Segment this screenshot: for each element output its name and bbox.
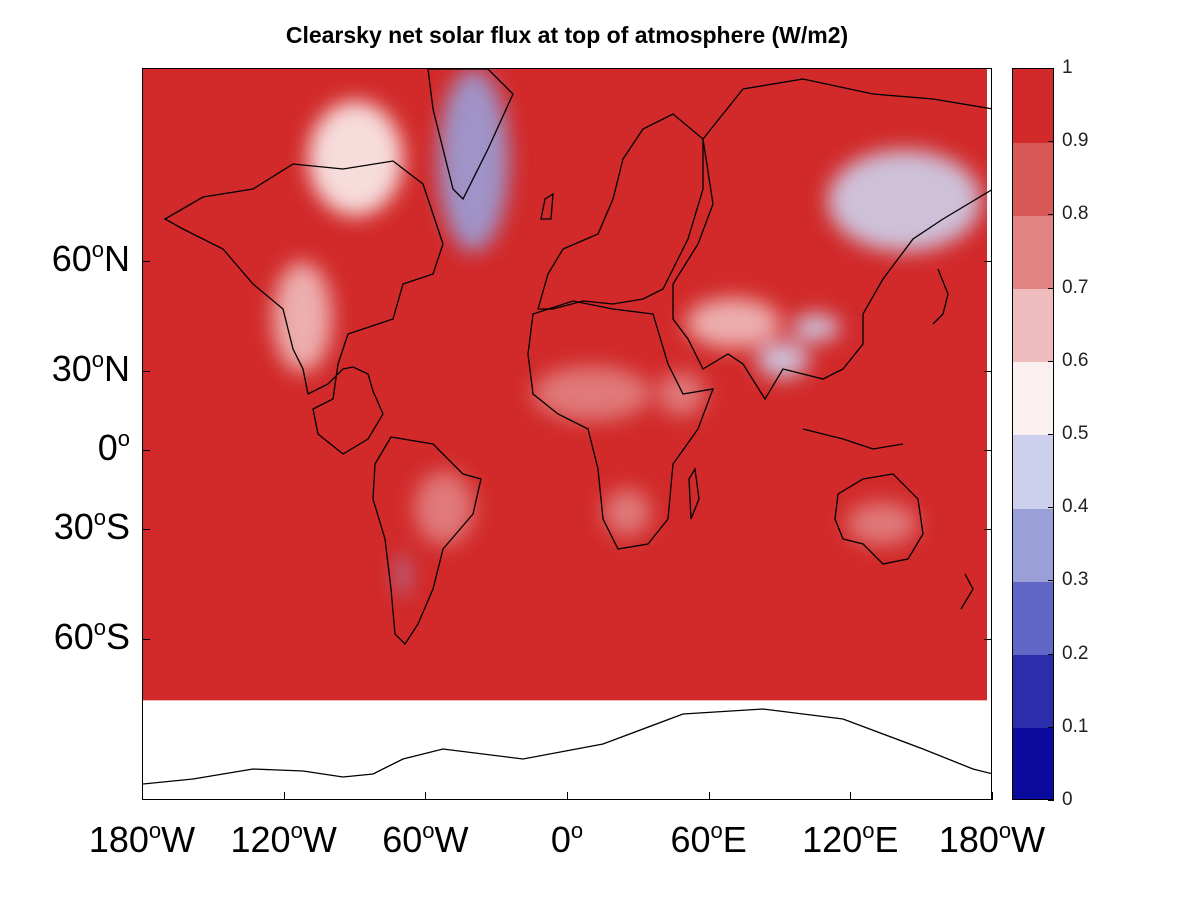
region-south-america-east (414, 471, 474, 545)
y-tick-mark (142, 639, 150, 641)
y-tick-mark (984, 639, 992, 641)
x-tick-label: 0o (550, 818, 584, 860)
colorbar-tick-label: 0.1 (1062, 715, 1089, 737)
colorbar-tick-label: 0.7 (1062, 276, 1089, 298)
region-sahara (532, 366, 651, 421)
y-tick-mark (984, 371, 992, 373)
x-tick-mark (850, 792, 852, 800)
x-tick-label: 180oW (88, 818, 196, 860)
y-tick-mark (142, 371, 150, 373)
colorbar-tick-mark (1048, 726, 1054, 728)
colorbar-tick-mark (1048, 214, 1054, 216)
x-tick-label: 180oW (938, 818, 1046, 860)
y-tick-label: 60oS (53, 615, 130, 658)
region-greenland (438, 69, 509, 252)
x-tick-label: 120oE (802, 818, 899, 860)
region-mongolia (792, 313, 840, 342)
colorbar-band (1013, 69, 1053, 143)
y-tick-label: 0o (97, 426, 130, 469)
x-tick-mark (283, 792, 285, 800)
coastline-asia (672, 78, 991, 401)
colorbar-tick-mark (1048, 653, 1054, 655)
region-southern-africa (603, 489, 651, 536)
x-tick-mark (142, 792, 143, 800)
coastline-japan (932, 268, 949, 325)
flux-map (143, 69, 991, 785)
coastline-uk (540, 192, 554, 220)
colorbar-band (1013, 654, 1053, 729)
colorbar-tick-label: 1 (1062, 57, 1073, 78)
map-area (142, 68, 992, 800)
y-tick-mark (142, 260, 150, 262)
coastline-madagascar (688, 467, 700, 520)
colorbar-tick-mark (1048, 434, 1054, 435)
region-arabia (657, 372, 705, 416)
coastline-africa (527, 300, 715, 550)
colorbar-band (1013, 142, 1053, 216)
flux-regions (272, 69, 982, 597)
colorbar-tick-label: 0.8 (1062, 203, 1089, 225)
coastline-australia (834, 473, 924, 565)
colorbar-tick-label: 0.5 (1062, 423, 1089, 444)
y-tick-mark (142, 450, 150, 452)
colorbar (1012, 68, 1054, 800)
colorbar-tick-mark (1048, 360, 1054, 362)
region-canadian-arctic (308, 101, 403, 216)
colorbar-tick-mark (1048, 141, 1054, 143)
coastline-europe (537, 113, 704, 310)
colorbar-band (1013, 288, 1053, 363)
x-tick-label: 120oW (230, 818, 337, 860)
colorbar-band (1013, 508, 1053, 582)
y-tick-mark (142, 528, 150, 530)
region-north-america-rockies (272, 261, 332, 373)
y-tick-label: 30oS (53, 504, 130, 547)
colorbar-band (1013, 435, 1053, 509)
region-central-asia (686, 297, 781, 348)
y-tick-mark (984, 528, 992, 530)
colorbar-tick-label: 0 (1062, 789, 1073, 810)
colorbar-tick-mark (1048, 580, 1054, 582)
map-title: Clearsky net solar flux at top of atmosp… (285, 22, 849, 48)
coastline-new-zealand (960, 573, 974, 610)
region-australia (846, 502, 918, 545)
colorbar-tick-mark (1048, 800, 1054, 801)
region-tibet (756, 341, 809, 378)
coastlines (143, 69, 991, 785)
colorbar-tick-mark (1048, 68, 1054, 69)
colorbar-band (1013, 581, 1053, 656)
y-tick-mark (984, 260, 992, 262)
colorbar-tick-label: 0.9 (1062, 130, 1089, 152)
colorbar-tick-label: 0.2 (1062, 642, 1089, 664)
colorbar-tick-mark (1048, 287, 1054, 289)
colorbar-band (1013, 361, 1053, 436)
colorbar-tick-label: 0.6 (1062, 349, 1089, 371)
x-tick-label: 60oE (670, 818, 747, 860)
colorbar-tick-mark (1048, 507, 1054, 509)
region-andes-south (398, 554, 408, 597)
colorbar-band (1013, 215, 1053, 290)
x-tick-mark (567, 792, 568, 800)
colorbar-tick-label: 0.4 (1062, 496, 1089, 518)
y-tick-label: 30oN (51, 347, 130, 390)
coastline-greenland (427, 69, 514, 201)
region-siberia-north (827, 149, 982, 252)
colorbar-tick-label: 0.3 (1062, 569, 1089, 591)
x-tick-mark (708, 792, 710, 800)
coastline-south-america (372, 436, 482, 646)
coastline-north-america (163, 160, 444, 455)
colorbar-band (1013, 727, 1053, 799)
x-tick-mark (425, 792, 427, 800)
x-tick-mark (992, 792, 993, 800)
coastline-indonesia (802, 428, 904, 450)
coastline-antarctica (143, 708, 991, 785)
x-tick-label: 60oW (382, 818, 469, 860)
y-tick-label: 60oN (51, 236, 130, 279)
y-tick-mark (984, 450, 992, 452)
